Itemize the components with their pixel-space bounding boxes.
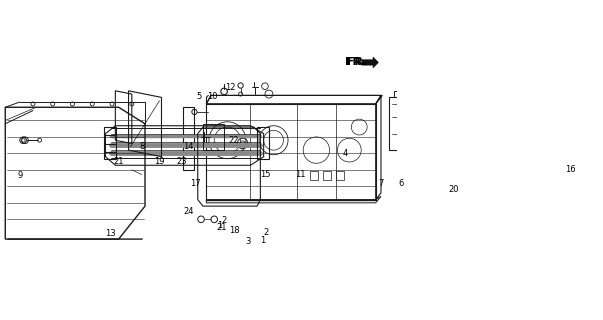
- Text: 9: 9: [17, 171, 22, 180]
- Text: 15: 15: [260, 170, 271, 179]
- Bar: [310, 171, 318, 180]
- Text: 8: 8: [139, 142, 144, 151]
- Text: 24: 24: [183, 207, 194, 216]
- Text: 4: 4: [343, 149, 348, 158]
- Bar: [183, 107, 194, 170]
- Text: 12: 12: [226, 83, 236, 92]
- Text: 1: 1: [217, 221, 222, 230]
- Text: 2: 2: [221, 216, 227, 225]
- Text: 16: 16: [565, 165, 575, 174]
- Text: 22: 22: [229, 136, 239, 145]
- Text: 14: 14: [183, 142, 193, 151]
- Text: FR.: FR.: [346, 58, 366, 68]
- Text: 18: 18: [229, 226, 239, 235]
- Text: 7: 7: [378, 179, 384, 188]
- Text: 19: 19: [154, 157, 165, 166]
- Text: 11: 11: [295, 170, 306, 179]
- Text: 23: 23: [176, 157, 186, 166]
- Text: 21: 21: [217, 223, 227, 232]
- Bar: [336, 171, 344, 180]
- Polygon shape: [362, 57, 378, 68]
- Bar: [323, 171, 331, 180]
- Text: 21: 21: [113, 157, 124, 166]
- Text: 3: 3: [245, 237, 250, 246]
- Text: 20: 20: [448, 185, 459, 194]
- Text: 5: 5: [197, 92, 201, 100]
- Text: FR.: FR.: [347, 58, 368, 68]
- Text: 2: 2: [264, 228, 269, 237]
- Text: 6: 6: [398, 179, 403, 188]
- Text: 13: 13: [105, 229, 115, 238]
- Text: 17: 17: [190, 179, 200, 188]
- Text: 1: 1: [260, 236, 265, 245]
- Text: 10: 10: [207, 92, 218, 100]
